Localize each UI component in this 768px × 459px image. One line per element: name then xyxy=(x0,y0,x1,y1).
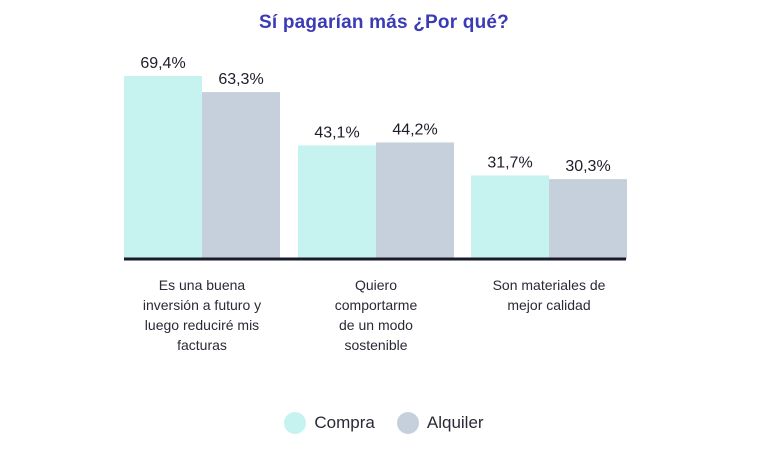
legend-swatch-alquiler xyxy=(396,412,419,434)
bar-chart: 69,4% 43,1% 31,7% 63,3% 44,2% 30,3% Es una bue… xyxy=(124,55,627,353)
category-label-1: Es una buena inversión a futuro y luego re… xyxy=(143,277,261,353)
bar-compra-1 xyxy=(124,76,202,259)
value-label-compra-2: 43,1% xyxy=(314,124,359,141)
legend-label-alquiler: Alquiler xyxy=(426,413,484,432)
chart-title: Sí pagarían más ¿Por qué? xyxy=(259,12,509,33)
labels-layer: 69,4% 43,1% 31,7% 63,3% 44,2% 30,3% Es una bue… xyxy=(140,55,610,353)
bar-alquiler-1 xyxy=(202,92,280,259)
legend-item-compra: Compra xyxy=(284,412,375,434)
category-label-3: Son materiales de mejor calidad xyxy=(493,277,606,313)
legend-swatch-compra xyxy=(284,412,307,434)
category-label-2: Quiero comportarme de un modo sostenible xyxy=(335,277,418,353)
bars-layer xyxy=(124,76,627,259)
value-label-compra-3: 31,7% xyxy=(487,154,532,171)
bar-alquiler-3 xyxy=(549,179,627,259)
value-label-alquiler-3: 30,3% xyxy=(565,158,610,175)
value-label-alquiler-1: 63,3% xyxy=(218,71,263,88)
legend-label-compra: Compra xyxy=(314,413,375,432)
bar-compra-2 xyxy=(298,145,376,259)
legend: Compra Alquiler xyxy=(0,412,768,434)
bar-alquiler-2 xyxy=(376,142,454,259)
legend-item-alquiler: Alquiler xyxy=(396,412,484,434)
bar-compra-3 xyxy=(471,175,549,259)
value-label-alquiler-2: 44,2% xyxy=(392,121,437,138)
value-label-compra-1: 69,4% xyxy=(140,55,185,72)
